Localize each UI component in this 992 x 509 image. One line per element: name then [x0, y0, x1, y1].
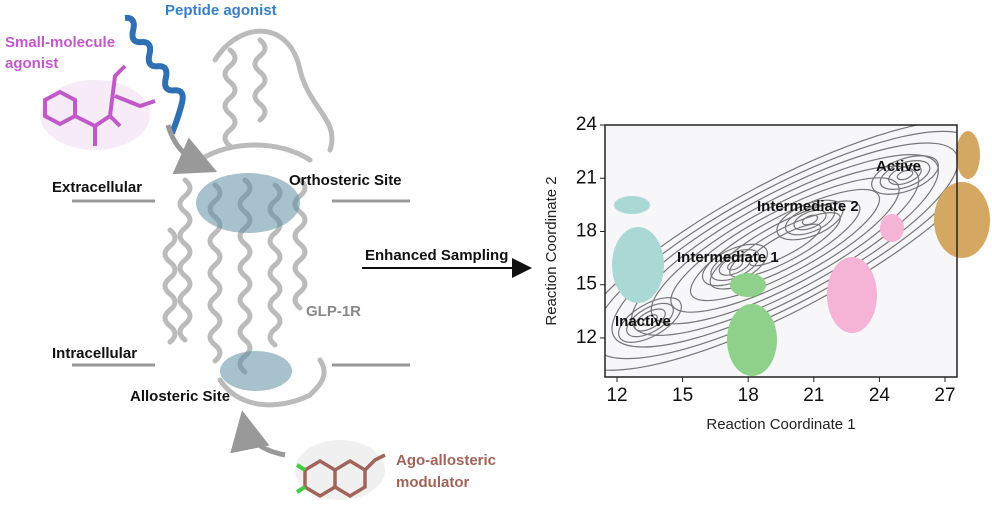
label: Intracellular [52, 345, 137, 362]
label: Small-molecule [5, 34, 115, 51]
label: GLP-1R [306, 303, 361, 320]
plot-frame [604, 124, 958, 378]
x-tick-label: 27 [934, 385, 955, 406]
contour [689, 188, 881, 302]
contour [605, 130, 957, 360]
peptide-helix [124, 14, 186, 135]
contour [871, 155, 939, 195]
x-axis-label: Reaction Coordinate 1 [706, 416, 855, 433]
contour [801, 214, 819, 226]
label: Orthosteric Site [289, 172, 402, 189]
state-icons [612, 131, 990, 376]
contour [888, 164, 922, 186]
x-tick-label: 24 [869, 385, 891, 406]
contour [626, 302, 674, 338]
y-tick-label: 15 [576, 274, 597, 295]
orthosteric-pocket [196, 173, 300, 233]
x-tick-label: 12 [606, 385, 627, 406]
label: Ago-allosteric [396, 452, 496, 469]
contour [642, 314, 658, 326]
y-axis-label: Reaction Coordinate 2 [543, 176, 560, 325]
membrane-lines [72, 199, 410, 367]
state-label: Active [876, 158, 921, 175]
state-label: Inactive [615, 313, 671, 330]
arrow [230, 410, 286, 458]
contour [634, 308, 666, 332]
contour [896, 169, 914, 181]
arrow [165, 124, 218, 175]
x-tick-label: 18 [738, 385, 759, 406]
y-tick-label: 21 [576, 167, 597, 188]
allosteric-pocket [220, 351, 292, 391]
contour [709, 200, 861, 290]
contour [726, 259, 744, 271]
contour [879, 160, 931, 190]
label: Extracellular [52, 179, 142, 196]
y-tick-label: 12 [576, 327, 597, 348]
small-molecule [40, 64, 156, 150]
contour [618, 297, 682, 343]
y-tick-label: 18 [576, 220, 597, 241]
contour [784, 204, 836, 236]
label: agonist [5, 55, 58, 72]
contour [776, 199, 844, 241]
label: Allosteric Site [130, 388, 230, 405]
state-label: Intermediate 2 [757, 198, 859, 215]
x-tick-label: 21 [803, 385, 824, 406]
y-tick-label: 24 [576, 114, 598, 135]
contour [605, 125, 957, 371]
modulator-molecule [295, 440, 386, 500]
contour [631, 154, 939, 336]
state-label: Intermediate 1 [677, 249, 779, 266]
x-tick-label: 15 [672, 385, 693, 406]
label: Peptide agonist [165, 2, 277, 19]
label: modulator [396, 474, 469, 491]
contour [718, 254, 752, 276]
contour [793, 209, 827, 231]
label: Enhanced Sampling [365, 247, 508, 264]
